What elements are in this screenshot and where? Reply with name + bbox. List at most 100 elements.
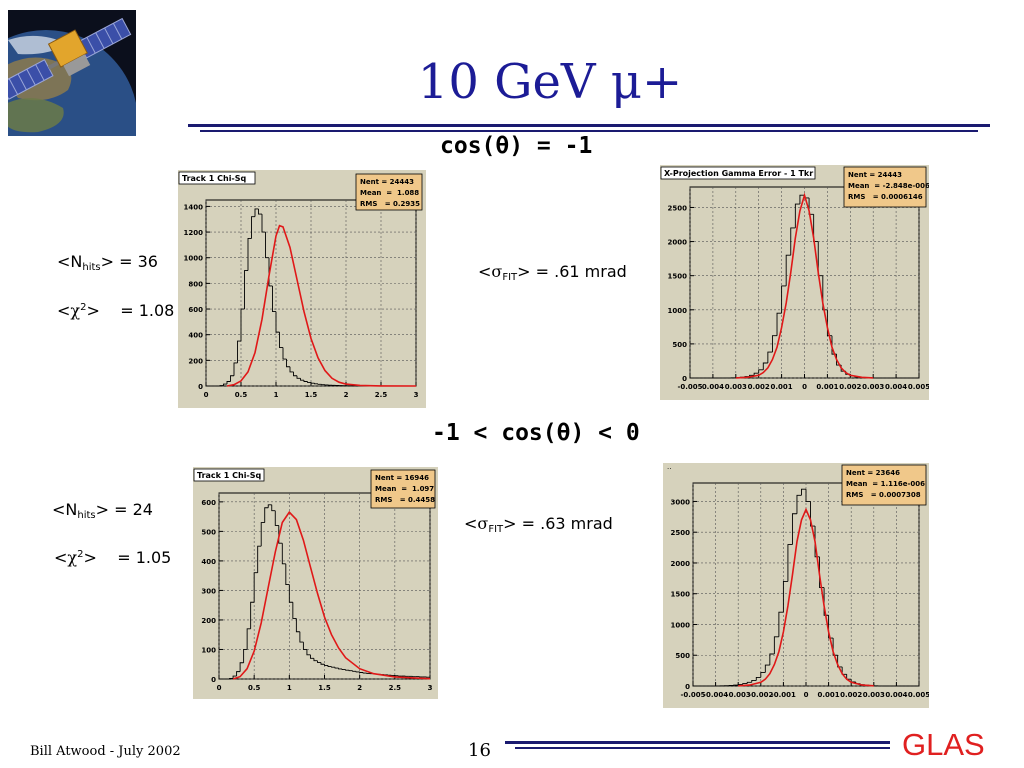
histogram-bin <box>778 611 784 637</box>
slide-title: 10 GeV μ+ <box>417 54 683 110</box>
histogram-bin <box>782 580 788 613</box>
chart-title-box <box>660 166 816 180</box>
histogram-bin <box>233 362 238 376</box>
fit-curve <box>735 192 874 379</box>
x-tick-label: 0.005 <box>908 691 929 699</box>
histogram-bin <box>317 383 322 385</box>
footer-rule-top <box>505 741 890 744</box>
x-tick-label: 3 <box>414 391 419 399</box>
x-tick-label: 0.004 <box>885 691 907 699</box>
histogram-bin <box>265 232 269 259</box>
x-tick-label: 0.5 <box>235 391 248 399</box>
x-tick-label: 0 <box>217 684 222 692</box>
histogram-bin <box>814 526 820 558</box>
stats-line: Nent = 16946 <box>375 474 429 482</box>
histogram-bin <box>314 383 318 385</box>
histogram-bin <box>753 372 759 376</box>
stats-box <box>370 469 436 509</box>
stats-line: RMS = 0.0006146 <box>848 193 923 201</box>
stats-line: RMS = 0.4458 <box>375 496 435 504</box>
histogram-bin <box>232 675 237 679</box>
satellite-earth-image <box>8 17 136 136</box>
sigma-stat-1: <σFIT> = .61 mrad <box>478 262 627 283</box>
stats-line: Nent = 24443 <box>360 178 414 186</box>
stats-box <box>355 173 423 211</box>
histogram-bin <box>810 501 816 527</box>
histogram-bin <box>250 601 255 629</box>
histogram-bin <box>746 681 752 684</box>
histogram-bin <box>239 662 244 672</box>
stats-line: RMS = 0.2935 <box>360 200 420 208</box>
y-tick-label: 200 <box>188 357 203 365</box>
histogram-bins <box>693 488 919 687</box>
y-tick-label: 2000 <box>668 239 688 247</box>
histogram-bin <box>742 683 748 685</box>
histogram-bin <box>295 618 300 633</box>
y-tick-label: 500 <box>675 652 690 660</box>
histogram-bin <box>307 381 311 383</box>
plot-frame <box>689 186 920 379</box>
histogram-bin <box>796 494 802 514</box>
x-tick-label: 0.003 <box>862 383 884 391</box>
histogram-bin <box>251 216 255 239</box>
histogram-bin <box>272 285 276 313</box>
chart-title-box <box>193 468 265 482</box>
x-tick-label: 0.004 <box>702 383 724 391</box>
histogram-bin <box>299 631 304 643</box>
x-tick-label: 0.001 <box>816 383 838 391</box>
x-tick-label: 0 <box>804 691 809 699</box>
histogram-bin <box>764 664 770 673</box>
x-tick-label: -0.005 <box>677 383 702 391</box>
x-tick-label: -0.005 <box>680 691 705 699</box>
histogram-bin <box>769 653 775 666</box>
chart-title: Track 1 Chi-Sq <box>182 174 247 183</box>
histogram-bin <box>771 335 778 353</box>
x-tick-label: 1 <box>274 391 279 399</box>
histogram-bin <box>257 545 262 573</box>
histogram-bin <box>826 309 832 337</box>
histogram-bins <box>219 504 430 680</box>
histogram-bin <box>755 676 761 681</box>
histogram-bin <box>310 382 315 384</box>
x-tick-label: 1.5 <box>318 684 331 692</box>
y-tick-label: 2000 <box>671 560 691 568</box>
histogram-bin <box>760 672 766 678</box>
fit-curve <box>226 224 417 387</box>
stats-line: Mean = -2.848e-006 <box>848 182 929 190</box>
histogram-bin <box>320 662 325 665</box>
fit-curve <box>232 510 431 680</box>
histogram-bin <box>261 214 266 233</box>
histogram-bin <box>338 668 343 670</box>
histogram-bin <box>324 664 329 666</box>
histogram-bin <box>244 270 248 310</box>
histogram-bin <box>785 254 791 286</box>
x-tick-label: 0.001 <box>818 691 840 699</box>
histogram-bin <box>317 660 321 663</box>
chisq-bottom-svg: 0 0.5 1 1.5 2 2.5 3 0 100 200 300 400 500 600 Track 1 … <box>193 468 436 692</box>
histogram-bin <box>267 504 272 508</box>
y-tick-label: 0 <box>211 676 216 684</box>
stats-line: RMS = 0.0007308 <box>846 491 921 499</box>
histogram-bin <box>822 275 828 311</box>
stats-box <box>841 464 927 506</box>
histogram-bin <box>737 684 743 686</box>
histogram-bin <box>282 347 287 360</box>
histogram-bin <box>236 671 241 677</box>
glas-logo: GLAS <box>902 727 985 762</box>
nhits-stat-2: <Nhits> = 24 <box>52 500 153 521</box>
histogram-bin <box>303 380 308 382</box>
y-tick-label: 800 <box>188 280 203 288</box>
histogram-bin <box>348 670 353 672</box>
histogram-bin <box>805 489 811 502</box>
histogram-bin <box>247 238 252 271</box>
histogram-bin <box>362 672 367 674</box>
x-tick-label: 0 <box>802 383 807 391</box>
x-tick-label: -0.004 <box>703 691 728 699</box>
nhits-stat-1: <Nhits> = 36 <box>57 252 158 273</box>
histogram-bin <box>226 381 231 385</box>
histogram-bin <box>278 525 283 544</box>
footer-author: Bill Atwood - July 2002 <box>30 744 181 759</box>
histogram-bin <box>345 669 350 671</box>
y-tick-label: 600 <box>188 306 203 314</box>
histogram-bin <box>260 522 265 547</box>
